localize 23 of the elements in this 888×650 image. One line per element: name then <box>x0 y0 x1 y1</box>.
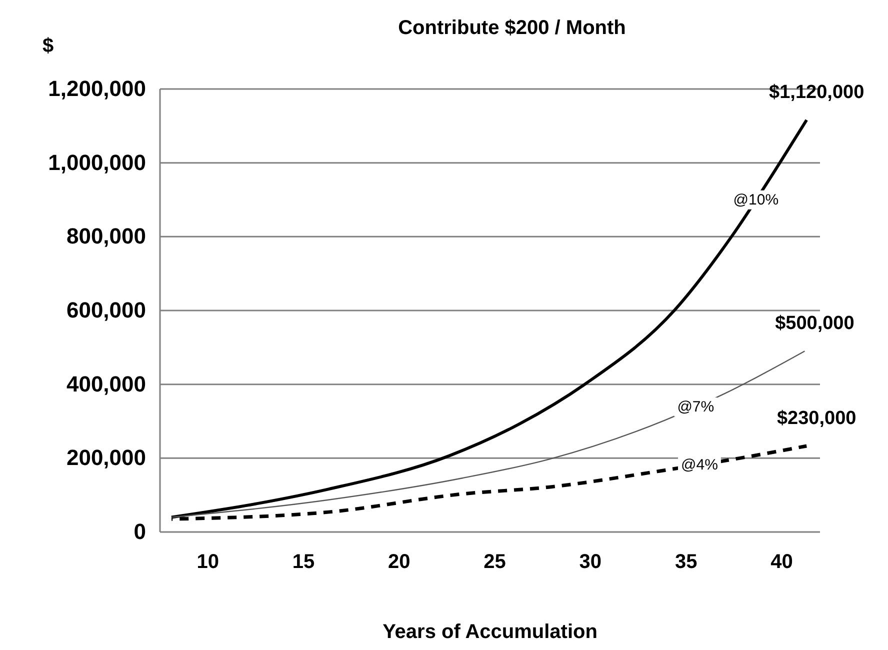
y-tick-label: 1,000,000 <box>48 150 146 175</box>
x-tick-label: 10 <box>196 551 219 574</box>
y-axis-title: $ <box>42 35 54 57</box>
annotation: $1,120,000 <box>769 82 864 104</box>
y-tick-label: 0 <box>134 519 146 544</box>
x-tick-label: 25 <box>484 551 506 574</box>
y-tick-label: 600,000 <box>66 298 146 323</box>
annotation: $230,000 <box>776 408 856 429</box>
chart-title: Contribute $200 / Month <box>398 17 626 39</box>
annotation: $500,000 <box>775 313 854 334</box>
y-tick-label: 800,000 <box>66 224 146 249</box>
x-tick-label: 30 <box>579 551 602 574</box>
x-tick-label: 35 <box>674 551 698 574</box>
x-tick-label: 40 <box>770 551 793 574</box>
series-label: @4% <box>681 456 718 474</box>
series-label: @7% <box>677 398 714 416</box>
x-axis-title: Years of Accumulation <box>382 621 598 643</box>
y-tick-label: 1,200,000 <box>48 76 146 102</box>
x-tick-label: 20 <box>388 551 410 574</box>
x-tick-label: 15 <box>292 551 315 574</box>
y-tick-label: 400,000 <box>66 371 146 396</box>
y-tick-label: 200,000 <box>66 445 146 470</box>
series-label: @10% <box>733 191 779 208</box>
